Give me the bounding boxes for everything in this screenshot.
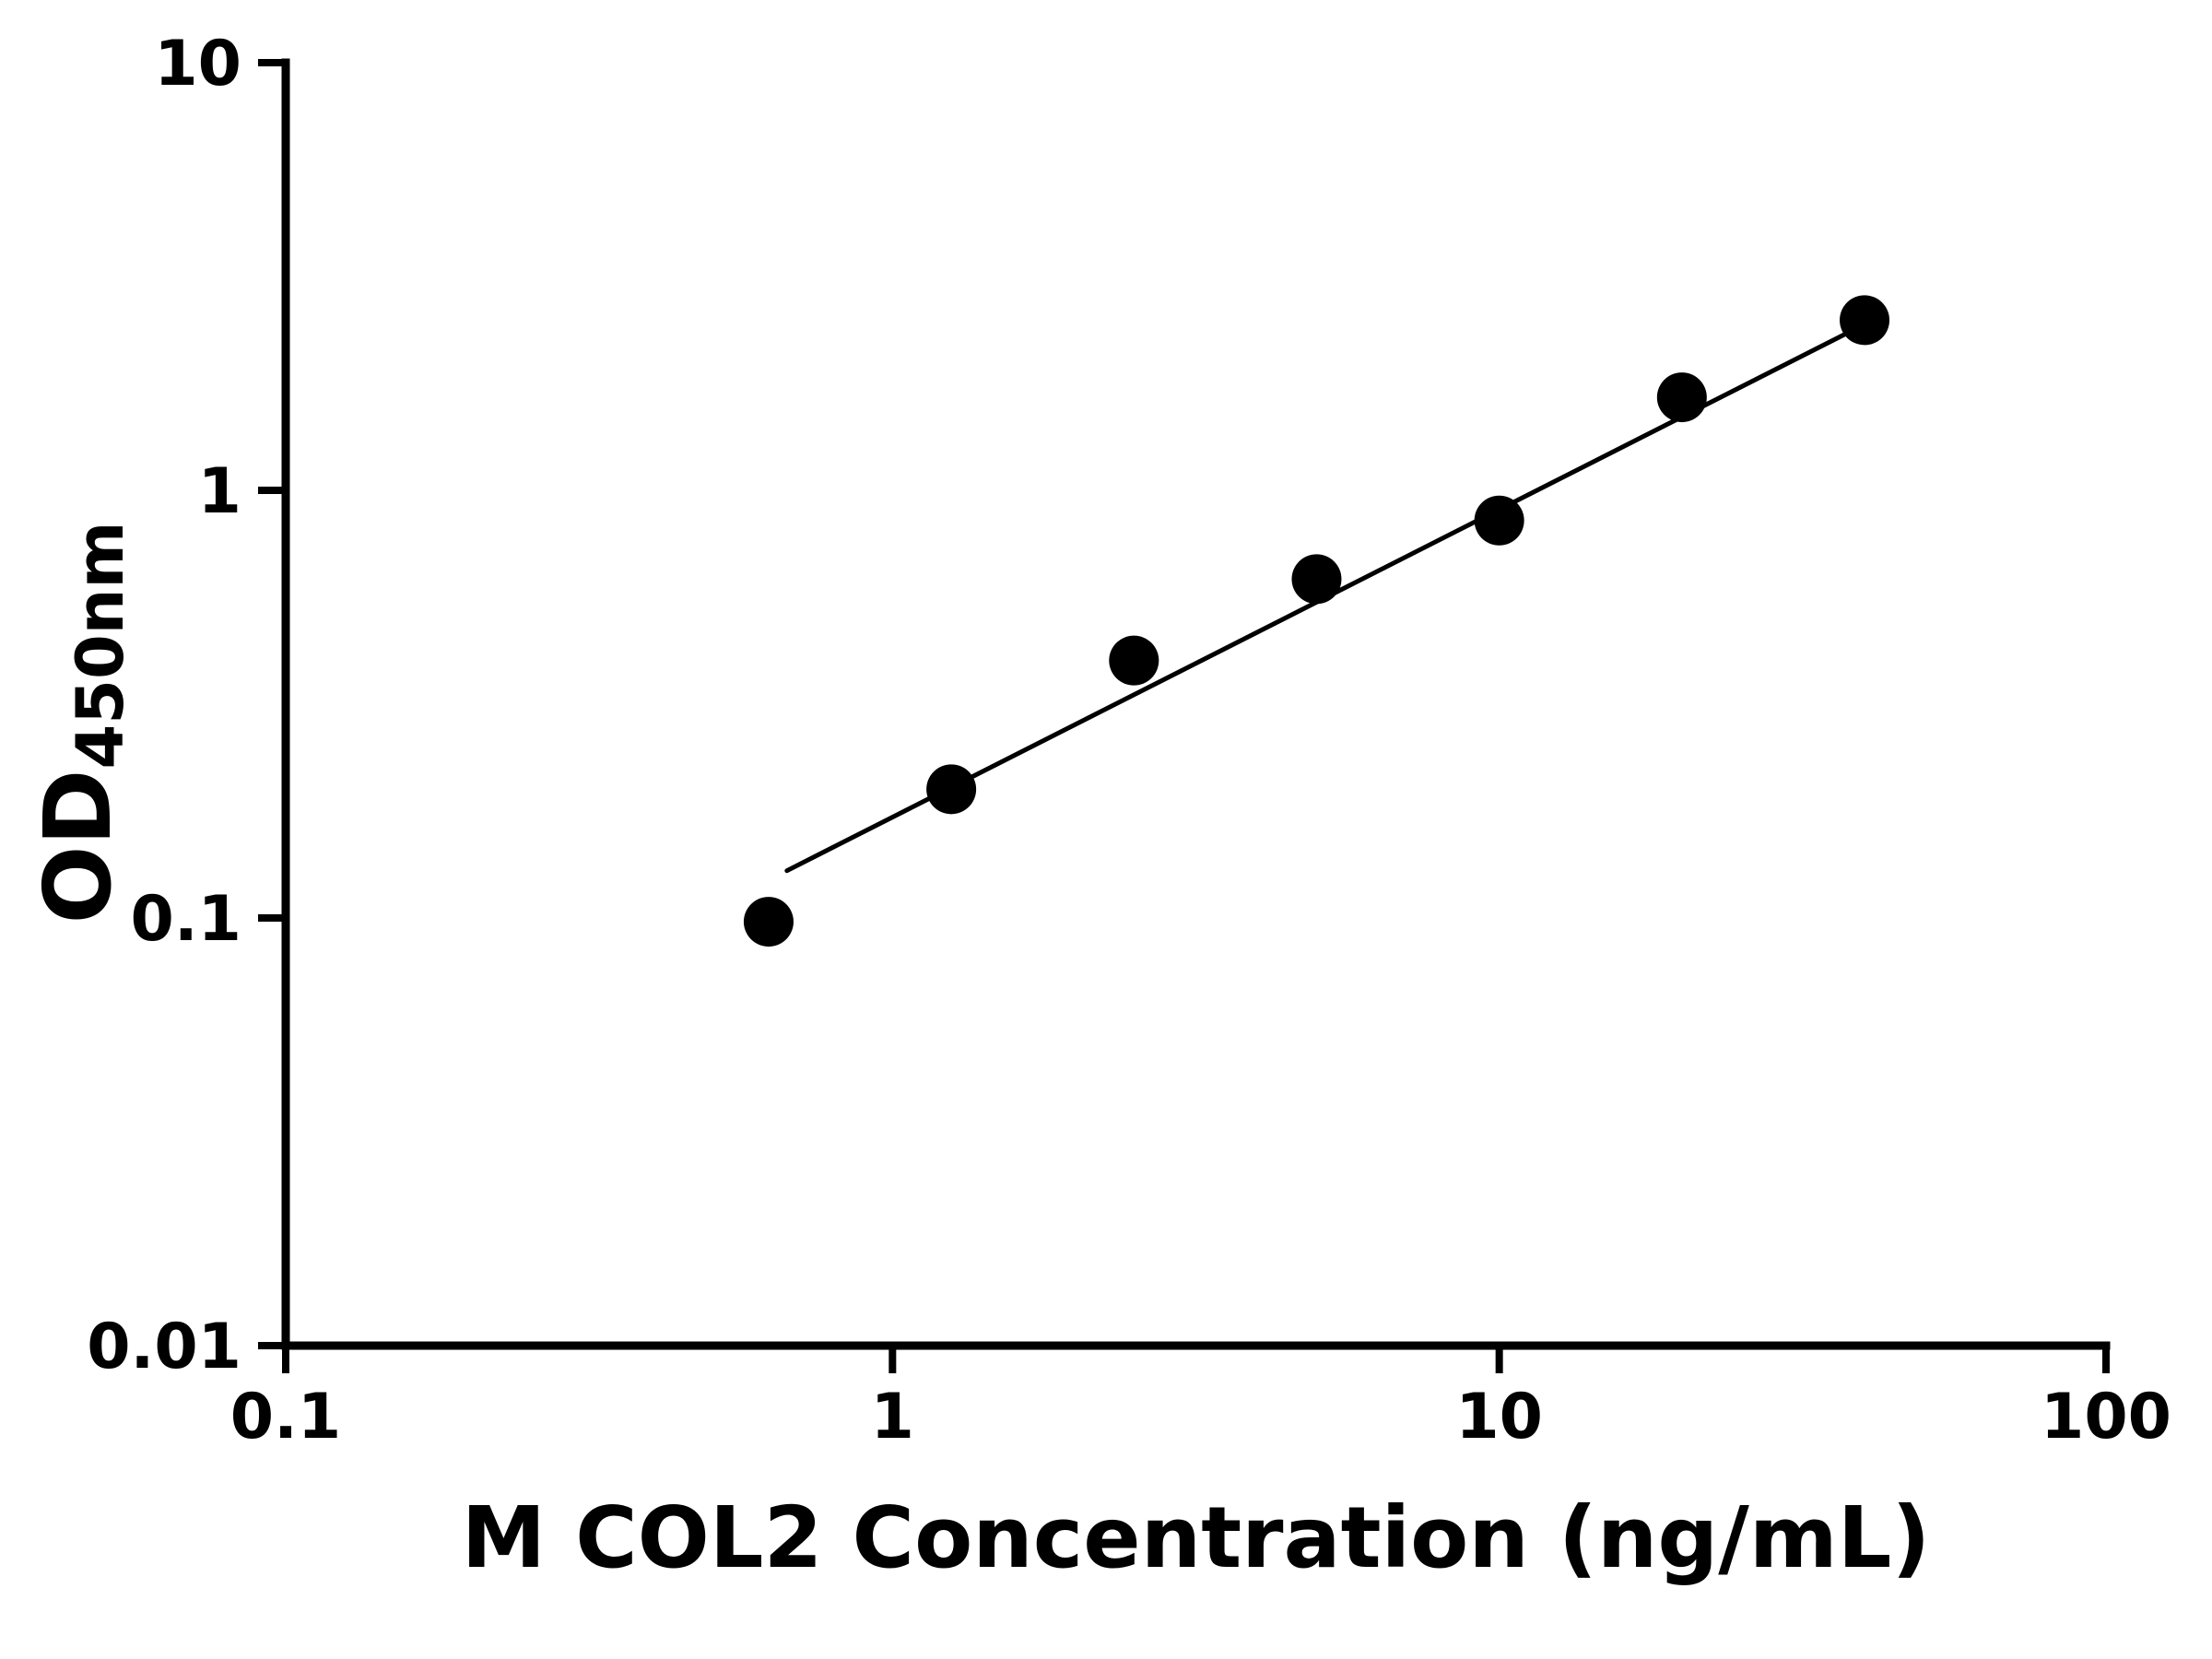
x-tick-label: 0.1 [230,1381,341,1453]
y-tick-label: 0.1 [131,883,241,956]
x-axis-title: M COL2 Concentration (ng/mL) [461,1488,1931,1587]
x-tick-label: 10 [1455,1381,1543,1453]
y-tick-label: 1 [198,455,241,528]
x-tick-label: 100 [2041,1381,2171,1453]
x-tick-label: 1 [871,1381,914,1453]
y-axis-title-main: OD [24,769,132,924]
data-point [743,897,794,947]
data-point [1656,372,1707,423]
data-point [926,764,977,815]
data-point [1109,635,1159,686]
y-axis-title-subscript: 450nm [63,521,138,770]
y-tick-label: 10 [154,28,241,100]
data-point [1840,295,1890,346]
data-point [1474,495,1524,546]
y-axis-title: OD450nm [24,522,138,924]
data-point [1291,554,1342,605]
y-tick-label: 0.01 [87,1311,241,1383]
